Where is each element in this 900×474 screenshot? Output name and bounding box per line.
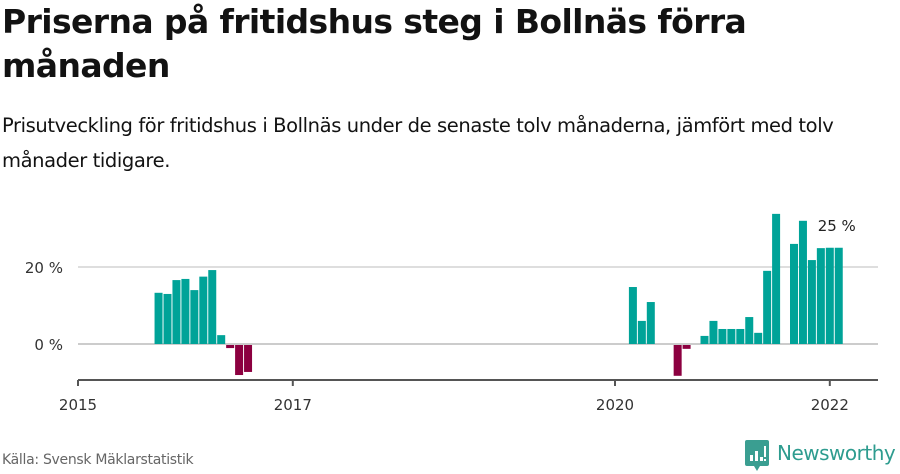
x-tick-label: 2015 [59, 396, 97, 414]
bar [754, 332, 763, 344]
bar [199, 276, 208, 344]
bar [816, 248, 825, 344]
bar [772, 213, 781, 344]
x-tick-label: 2022 [811, 396, 849, 414]
newsworthy-logo[interactable]: Newsworthy [745, 440, 896, 472]
bar [154, 292, 163, 344]
bar [825, 247, 834, 344]
bar [244, 345, 253, 372]
source-note: Källa: Svensk Mäklarstatistik [2, 452, 194, 468]
y-tick-label: 0 % [34, 336, 63, 354]
newsworthy-logo-text: Newsworthy [777, 441, 896, 465]
bar [217, 335, 226, 344]
bar [172, 280, 181, 344]
bar [682, 345, 691, 349]
bar [163, 293, 172, 344]
last-value-label: 25 % [818, 217, 856, 235]
bar [226, 345, 235, 349]
bar [745, 317, 754, 344]
chart-canvas: 0 % 20 % 2015 2017 2020 2022 25 % [25, 213, 878, 414]
bar [700, 335, 709, 344]
bar [181, 278, 190, 344]
bar [718, 328, 727, 344]
chart-subtitle: Prisutveckling för fritidshus i Bollnäs … [2, 114, 834, 172]
bar [736, 328, 745, 344]
newsworthy-logo-icon [745, 440, 769, 471]
bar [646, 302, 655, 344]
bar [798, 220, 807, 344]
bar [807, 260, 816, 344]
bar [628, 287, 637, 344]
x-tick-label: 2017 [274, 396, 312, 414]
x-tick-label: 2020 [596, 396, 634, 414]
bar [790, 243, 798, 344]
bar [637, 320, 646, 344]
y-tick-label: 20 % [25, 259, 63, 277]
bar [834, 247, 843, 344]
chart-title: Priserna på fritidshus steg i Bollnäs fö… [2, 2, 747, 85]
bars [154, 213, 843, 376]
bar [727, 328, 736, 344]
bar [763, 270, 772, 344]
annotations: 25 % [818, 217, 856, 235]
bar [709, 320, 718, 344]
bar [673, 345, 682, 376]
bar [208, 270, 217, 344]
bar [190, 290, 199, 344]
bar [235, 345, 244, 376]
bar-chart: 0 % 20 % 2015 2017 2020 2022 25 % [0, 190, 900, 420]
x-axis: 2015 2017 2020 2022 [59, 379, 878, 414]
